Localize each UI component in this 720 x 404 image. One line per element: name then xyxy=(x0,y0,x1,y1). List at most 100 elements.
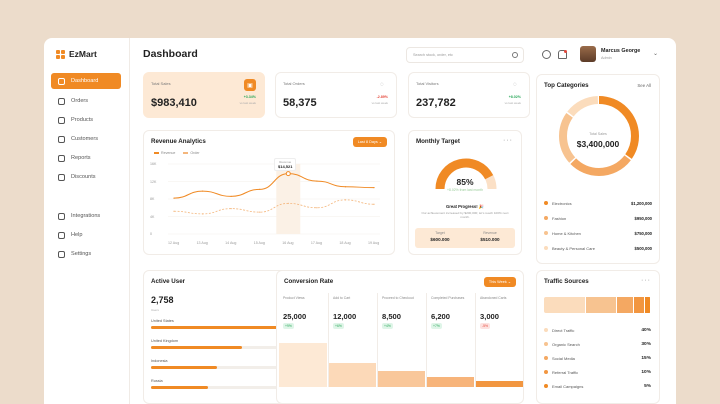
sidebar-item-help[interactable]: Help xyxy=(51,227,121,243)
legend-dot xyxy=(544,328,548,332)
search-icon[interactable] xyxy=(512,52,518,58)
grid-icon xyxy=(58,77,65,85)
category-name: Fashion xyxy=(552,215,567,221)
data-point-order xyxy=(373,203,375,205)
target-summary: Target $600.000 Revenue $510.000 xyxy=(415,228,515,248)
data-point-order xyxy=(201,213,204,215)
users-icon[interactable]: ◌ xyxy=(513,82,517,88)
legend-dot xyxy=(544,216,548,220)
status-title: Great Progress! 🎉 xyxy=(445,204,485,209)
avatar[interactable] xyxy=(580,46,596,62)
sidebar-item-customers[interactable]: Customers xyxy=(51,131,121,147)
kpi-change: +3.34% xyxy=(243,95,256,99)
category-row[interactable]: Home & Kitchen $750,000 xyxy=(544,229,652,237)
y-tick-label: 12K xyxy=(150,179,157,184)
y-tick-label: 8K xyxy=(150,197,155,201)
sidebar-item-integrations[interactable]: Integrations xyxy=(51,208,121,224)
conversion-stage: Abandoned Carts 3,000 -5% xyxy=(475,293,523,387)
revenue-line-chart[interactable] xyxy=(144,131,396,256)
active-user-value: 2,758 xyxy=(151,295,174,305)
data-point-order xyxy=(259,211,261,213)
sidebar-item-reports[interactable]: Reports xyxy=(51,150,121,166)
traffic-source-percent: 30% xyxy=(641,341,651,347)
see-all-link[interactable]: See All xyxy=(637,83,651,88)
page-title: Dashboard xyxy=(143,48,198,60)
data-point-revenue xyxy=(316,180,318,182)
x-tick-label: 17 Aug xyxy=(310,241,323,245)
bell-icon[interactable] xyxy=(558,50,567,59)
wallet-icon[interactable]: ▣ xyxy=(244,79,256,91)
user-name[interactable]: Marcus George xyxy=(601,48,641,54)
traffic-segment xyxy=(585,297,617,313)
sidebar-item-settings[interactable]: Settings xyxy=(51,246,121,262)
data-point-order xyxy=(173,210,175,212)
country-bar-track xyxy=(151,346,302,349)
category-row[interactable]: Fashion $950,000 xyxy=(544,214,652,222)
stage-label: Proceed to Checkout xyxy=(382,296,414,300)
sidebar-item-label: Integrations xyxy=(71,213,101,219)
stage-change-badge: +4% xyxy=(382,323,393,329)
kpi-label: Total Sales xyxy=(151,81,171,86)
gear-icon xyxy=(58,250,65,258)
sidebar-item-orders[interactable]: Orders xyxy=(51,93,121,109)
chart-legend: Revenue Order xyxy=(154,151,200,155)
sidebar-item-label: Help xyxy=(71,232,83,238)
period-button[interactable]: This Week ⌄ xyxy=(483,277,516,287)
stage-bar xyxy=(476,380,523,387)
traffic-source-row: Email Campaigns 5% xyxy=(544,382,651,390)
legend-dot xyxy=(544,370,548,374)
notification-dot xyxy=(564,50,567,53)
category-name: Beauty & Personal Care xyxy=(552,245,595,251)
data-point-order xyxy=(287,202,289,204)
x-tick-label: 15 Aug xyxy=(253,241,265,245)
user-role: Admin xyxy=(601,56,612,60)
legend-dot xyxy=(544,384,548,388)
traffic-source-name: Referral Traffic xyxy=(552,369,579,375)
percent-icon xyxy=(58,173,65,181)
data-point-revenue xyxy=(259,188,261,190)
legend-revenue: Revenue xyxy=(154,151,175,155)
search-input[interactable]: Search stock, order, etc xyxy=(406,47,524,63)
sidebar-item-products[interactable]: Products xyxy=(51,112,121,128)
card-title: Top Categories xyxy=(544,82,589,89)
status-text: Our achievement increased by $200,000; l… xyxy=(421,211,509,219)
cart-icon xyxy=(58,97,65,105)
kpi-card: Total Sales $983,410 ▣ +3.34% vs last week xyxy=(143,72,265,118)
kpi-card: Total Visitors 237,782 ◌ +8.02% vs last week xyxy=(408,72,530,118)
traffic-sources-card: Traffic Sources ··· Direct Traffic 40% Org… xyxy=(536,270,660,404)
series-line-order xyxy=(173,199,375,215)
revenue-analytics-card: Revenue Analytics Last 8 Days ⌄ Revenue … xyxy=(143,130,395,255)
top-categories-card: Top Categories See All Total Sales $3,40… xyxy=(536,74,660,264)
sidebar-item-discounts[interactable]: Discounts xyxy=(51,169,121,185)
donut-slice xyxy=(559,96,639,176)
category-value: $1,200,000 xyxy=(631,200,652,206)
app-logo[interactable]: EzMart xyxy=(56,49,97,59)
data-point-revenue xyxy=(373,187,375,189)
kpi-note: vs last week xyxy=(239,101,256,105)
link-icon xyxy=(58,212,65,220)
more-icon[interactable]: ··· xyxy=(641,277,651,284)
stage-change-badge: +6% xyxy=(333,323,344,329)
help-icon xyxy=(58,231,65,239)
chat-icon[interactable] xyxy=(542,50,551,59)
donut-slice xyxy=(559,96,639,176)
traffic-source-name: Direct Traffic xyxy=(552,327,575,333)
stage-bar xyxy=(329,363,376,387)
date-range-button[interactable]: Last 8 Days ⌄ xyxy=(352,137,387,147)
chevron-down-icon[interactable]: ⌄ xyxy=(653,51,659,57)
kpi-value: 58,375 xyxy=(283,97,317,109)
category-row[interactable]: Electronics $1,200,000 xyxy=(544,199,652,207)
category-row[interactable]: Beauty & Personal Care $500,000 xyxy=(544,244,652,252)
app-window: EzMart Dashboard Orders Products Customers R… xyxy=(44,38,676,404)
cart-icon[interactable]: ◌ xyxy=(380,82,384,88)
revenue-block: Revenue $510.000 xyxy=(480,231,500,242)
stage-label: Add to Cart xyxy=(333,296,351,300)
category-name: Home & Kitchen xyxy=(552,230,581,236)
data-point-order xyxy=(230,208,232,210)
sidebar-item-dashboard[interactable]: Dashboard xyxy=(51,73,121,89)
stage-label: Completed Purchases xyxy=(431,296,465,300)
stage-bar xyxy=(427,376,474,387)
stage-value: 12,000 xyxy=(333,312,357,321)
more-icon[interactable]: ··· xyxy=(503,137,513,144)
conversion-stage: Proceed to Checkout 8,500 +4% xyxy=(377,293,425,387)
